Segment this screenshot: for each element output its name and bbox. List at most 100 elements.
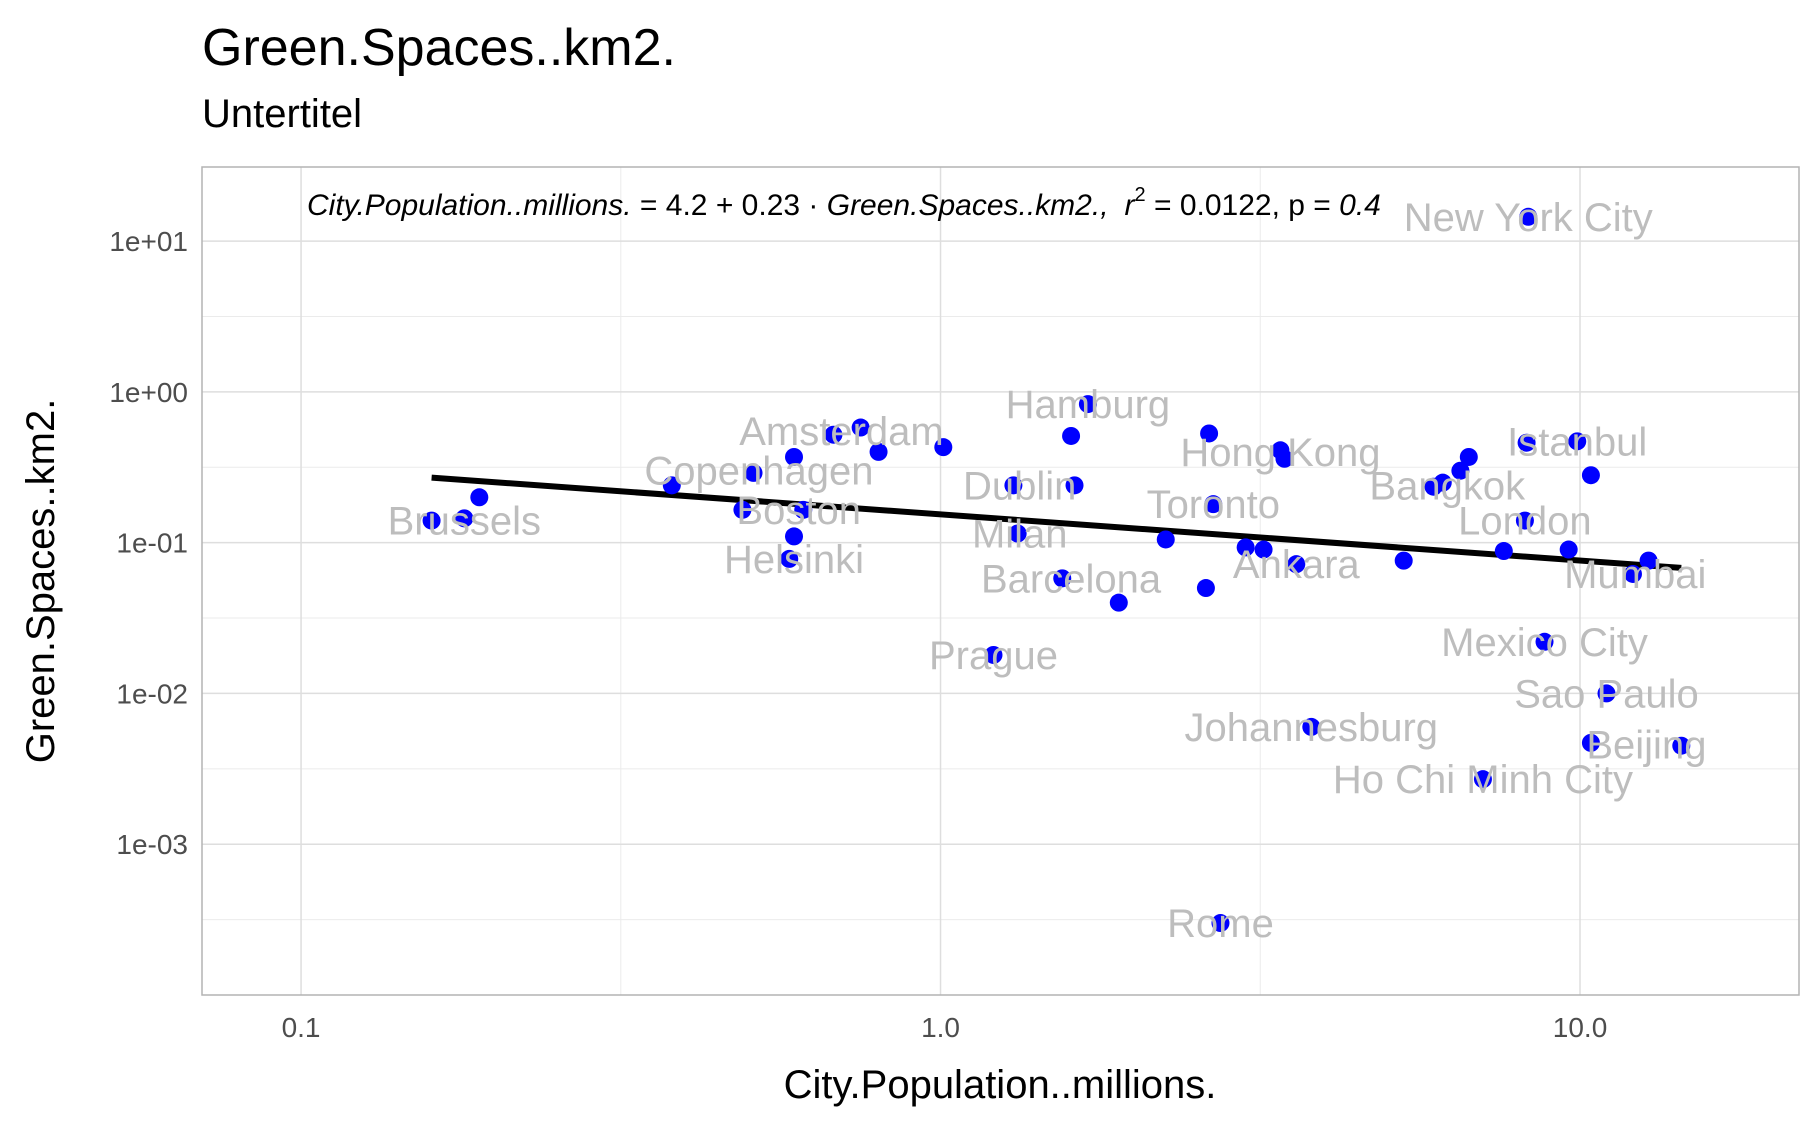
data-point (733, 500, 752, 519)
equation-r-value: = 0.0122, p = (1146, 189, 1340, 222)
data-point (1559, 540, 1578, 559)
data-point (1451, 461, 1470, 480)
data-point (1623, 564, 1642, 583)
equation-lhs: City.Population..millions. (307, 189, 632, 222)
city-label: Copenhagen (644, 450, 873, 494)
city-label: Rome (1167, 902, 1274, 946)
city-label: Istanbul (1507, 420, 1647, 464)
data-point (1581, 466, 1600, 485)
city-label: Mexico City (1441, 621, 1648, 665)
trendline-layer (431, 474, 1682, 571)
equation-intercept-slope: = 4.2 + 0.23 · (632, 189, 827, 222)
data-point (1156, 530, 1175, 549)
data-point (1597, 684, 1616, 703)
x-axis-title: City.Population..millions. (784, 1063, 1217, 1107)
data-point (851, 418, 870, 437)
data-point (1473, 770, 1492, 789)
city-label: New York City (1404, 196, 1653, 240)
equation-r-symbol: r (1125, 189, 1136, 222)
data-point (1053, 569, 1072, 588)
city-labels-layer: New York City Hamburg Amsterdam Hong Kong Is… (388, 196, 1707, 946)
data-point (1568, 432, 1587, 451)
tick-labels-layer: 0.1 1.0 10.0 1e-03 1e-02 1e-01 1e+00 1e+01 (109, 226, 1607, 1043)
data-point (984, 645, 1003, 664)
data-point (869, 442, 888, 461)
x-tick-label: 1.0 (921, 1012, 960, 1043)
city-label: Brussels (388, 500, 541, 544)
data-point (1517, 433, 1536, 452)
data-point (744, 463, 763, 482)
data-point (1078, 395, 1097, 414)
data-point (1008, 524, 1027, 543)
data-point (1494, 542, 1513, 561)
city-label: Prague (929, 634, 1058, 678)
city-label: Ho Chi Minh City (1333, 758, 1633, 802)
city-label: Milan (972, 513, 1068, 557)
data-point (1275, 449, 1294, 468)
data-point (1254, 540, 1273, 559)
data-point (1109, 593, 1128, 612)
data-point (1004, 476, 1023, 495)
data-point (1062, 426, 1081, 445)
data-point (794, 500, 813, 519)
city-label: Ankara (1233, 543, 1360, 587)
equation-p-value: 0.4 (1339, 189, 1381, 222)
chart-title: Green.Spaces..km2. (202, 19, 676, 77)
data-point (1394, 551, 1413, 570)
y-tick-label: 1e-03 (116, 829, 188, 860)
x-tick-label: 0.1 (282, 1012, 321, 1043)
grid-layer (202, 167, 1799, 995)
city-label: Amsterdam (739, 410, 944, 454)
data-point (1236, 538, 1255, 557)
equation-r-exponent: 2 (1135, 184, 1146, 206)
city-label: Beijing (1586, 723, 1706, 767)
data-point (1287, 555, 1306, 574)
chart-subtitle: Untertitel (202, 92, 363, 136)
data-point (1433, 473, 1452, 492)
city-label: Barcelona (981, 557, 1162, 601)
city-label: Johannesburg (1185, 706, 1439, 750)
data-point (455, 509, 474, 528)
data-point (1065, 476, 1084, 495)
city-label: Hong Kong (1180, 431, 1380, 475)
data-point (470, 488, 489, 507)
data-point (780, 549, 799, 568)
plot-panel-border (201, 166, 1800, 996)
city-label: Toronto (1147, 483, 1280, 527)
city-label: Mumbai (1564, 553, 1706, 597)
data-point (1535, 632, 1554, 651)
data-point (785, 527, 804, 546)
data-point (1581, 733, 1600, 752)
data-point (1459, 447, 1478, 466)
y-tick-label: 1e+00 (109, 377, 188, 408)
y-axis-title: Green.Spaces..km2. (19, 399, 63, 764)
regression-trendline (431, 474, 1682, 571)
data-point (422, 511, 441, 530)
city-label: Helsinki (724, 538, 864, 582)
y-tick-label: 1e-02 (116, 678, 188, 709)
city-label: Sao Paulo (1514, 672, 1699, 716)
data-point (1515, 511, 1534, 530)
data-point (934, 438, 953, 457)
data-point (1302, 717, 1321, 736)
city-label: Bangkok (1369, 464, 1526, 508)
data-point (1200, 424, 1219, 443)
data-point (1204, 495, 1223, 514)
data-point (1211, 914, 1230, 933)
data-point (1639, 551, 1658, 570)
data-point (824, 425, 843, 444)
city-label: Dublin (963, 464, 1076, 508)
x-tick-label: 10.0 (1553, 1012, 1608, 1043)
points-layer (422, 207, 1691, 933)
y-tick-label: 1e+01 (109, 226, 188, 257)
city-label: Boston (736, 489, 861, 533)
data-point (1196, 579, 1215, 598)
regression-equation: City.Population..millions. = 4.2 + 0.23 … (307, 184, 1381, 222)
data-point (1519, 207, 1538, 226)
city-label: London (1458, 500, 1591, 544)
data-point (785, 447, 804, 466)
data-point (662, 476, 681, 495)
y-tick-label: 1e-01 (116, 528, 188, 559)
data-point (1672, 736, 1691, 755)
